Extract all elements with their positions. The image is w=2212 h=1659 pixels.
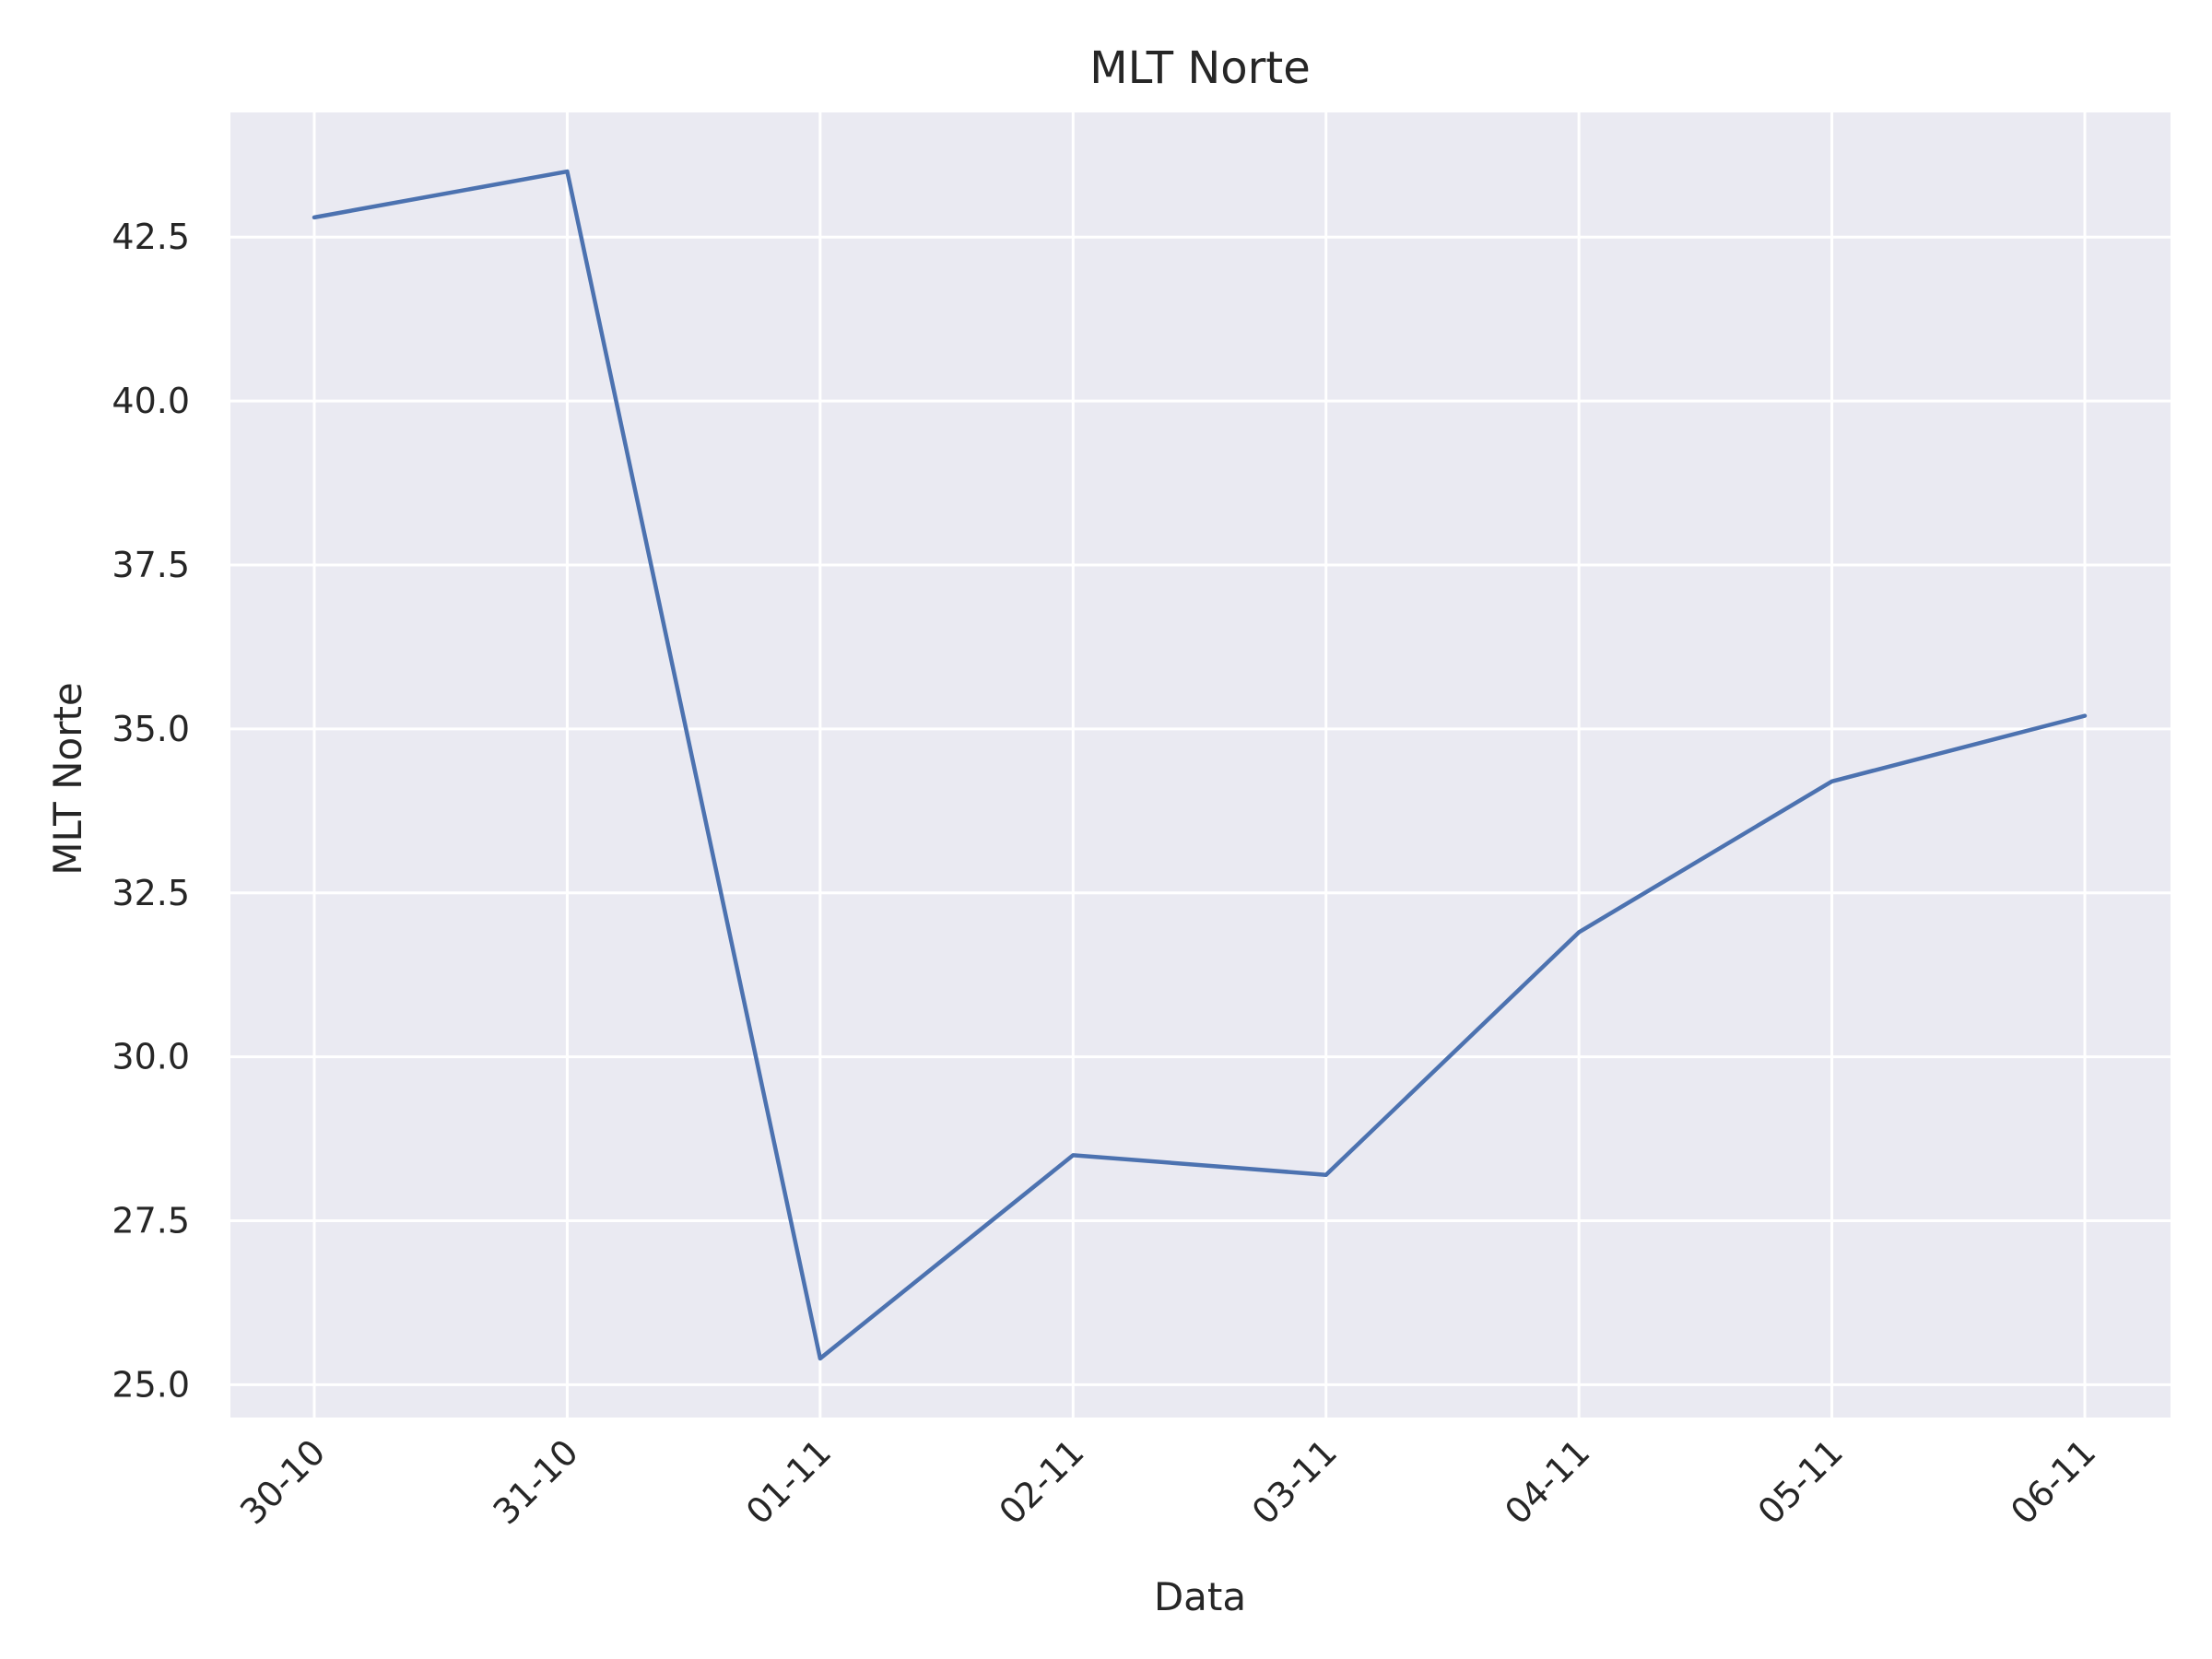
- series-line: [312, 169, 2088, 1361]
- y-tick-label: 32.5: [112, 873, 190, 913]
- x-axis-label: Data: [1154, 1574, 1246, 1619]
- y-tick-label: 42.5: [112, 217, 190, 257]
- grid-lines: [230, 112, 2171, 1418]
- y-tick-label: 37.5: [112, 545, 190, 585]
- x-tick-label: 06-11: [2003, 1431, 2103, 1532]
- x-tick-label: 04-11: [1497, 1431, 1597, 1532]
- y-tick-labels: 25.0 27.5 30.0 32.5 35.0 37.5 40.0 42.5: [112, 217, 190, 1405]
- y-tick-label: 40.0: [112, 381, 190, 421]
- x-tick-label: 30-10: [232, 1431, 333, 1532]
- x-tick-labels: 30-10 31-10 01-11 02-11 03-11 04-11 05-11 06-11: [232, 1431, 2103, 1532]
- x-tick-label: 03-11: [1244, 1431, 1345, 1532]
- chart-title: MLT Norte: [1089, 42, 1310, 94]
- y-tick-label: 30.0: [112, 1037, 190, 1077]
- y-tick-label: 27.5: [112, 1201, 190, 1241]
- x-tick-label: 05-11: [1750, 1431, 1851, 1532]
- series-layer: [312, 169, 2088, 1361]
- x-tick-label: 31-10: [486, 1431, 586, 1532]
- y-axis-label: MLT Norte: [45, 682, 90, 876]
- x-tick-label: 01-11: [738, 1431, 839, 1532]
- y-tick-label: 25.0: [112, 1364, 190, 1405]
- x-tick-label: 02-11: [991, 1431, 1091, 1532]
- y-tick-label: 35.0: [112, 709, 190, 749]
- plot-area: [230, 112, 2171, 1418]
